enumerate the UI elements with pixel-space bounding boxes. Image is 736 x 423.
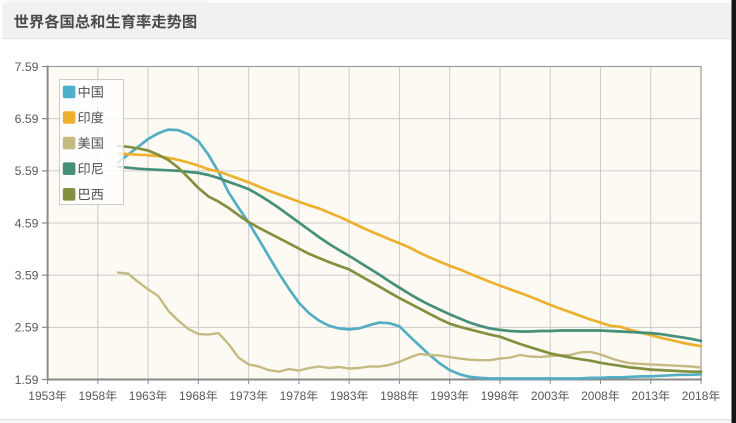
svg-text:1963: 1963 (129, 389, 156, 403)
svg-text:4.59: 4.59 (15, 216, 39, 230)
svg-text:1968: 1968 (179, 389, 206, 403)
svg-text:7.59: 7.59 (15, 60, 39, 74)
svg-text:1988: 1988 (380, 389, 407, 403)
svg-text:6.59: 6.59 (15, 112, 39, 126)
svg-text:1983: 1983 (330, 389, 357, 403)
svg-text:5.59: 5.59 (15, 164, 39, 178)
svg-text:1958: 1958 (79, 389, 106, 403)
svg-text:2008: 2008 (581, 389, 608, 403)
svg-text:1978: 1978 (280, 389, 307, 403)
svg-text:3.59: 3.59 (15, 269, 39, 283)
svg-text:2013: 2013 (631, 389, 658, 403)
svg-text:1998: 1998 (481, 389, 508, 403)
svg-text:1953: 1953 (28, 389, 55, 403)
svg-text:1993: 1993 (430, 389, 457, 403)
svg-text:2.59: 2.59 (15, 321, 39, 335)
svg-text:1.59: 1.59 (15, 373, 39, 387)
svg-text:1973: 1973 (229, 389, 256, 403)
svg-text:2018: 2018 (682, 389, 709, 403)
svg-text:2003: 2003 (531, 389, 558, 403)
